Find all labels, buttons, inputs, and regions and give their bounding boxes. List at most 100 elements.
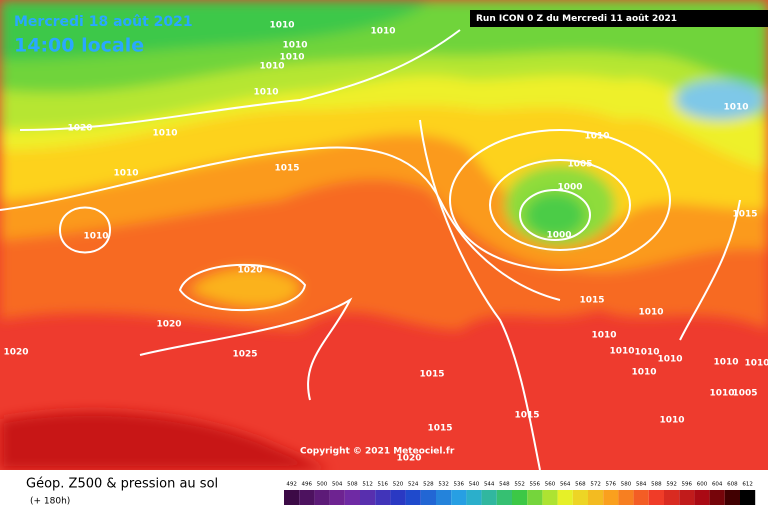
isobar-label: 1010: [657, 355, 682, 365]
scale-swatch: [481, 490, 497, 505]
scale-swatch: [405, 490, 421, 505]
scale-swatch: [709, 490, 725, 505]
scale-label: 520: [393, 482, 404, 488]
scale-swatch: [527, 490, 543, 505]
scale-label: 604: [712, 482, 723, 488]
scale-label: 544: [484, 482, 495, 488]
run-box: [470, 10, 768, 27]
scale-swatch: [390, 490, 406, 505]
scale-label: 524: [408, 482, 419, 488]
scale-swatch: [694, 490, 710, 505]
scale-label: 504: [332, 482, 343, 488]
scale-swatch: [542, 490, 558, 505]
isobar-label: 1010: [634, 348, 659, 358]
scale-label: 596: [682, 482, 693, 488]
scale-label: 528: [423, 482, 434, 488]
scale-swatch: [572, 490, 588, 505]
scale-label: 608: [727, 482, 738, 488]
footer-title: Géop. Z500 & pression au sol: [26, 477, 218, 492]
isobar-label: 1010: [83, 232, 108, 242]
scale-label: 552: [514, 482, 525, 488]
isobar-label: 1020: [3, 348, 28, 358]
isobar-label: 1010: [282, 41, 307, 51]
scale-label: 492: [286, 482, 297, 488]
scale-swatch: [284, 490, 300, 505]
scale-label: 560: [545, 482, 556, 488]
scale-label: 540: [469, 482, 480, 488]
scale-label: 592: [666, 482, 677, 488]
scale-swatch: [679, 490, 695, 505]
scale-label: 588: [651, 482, 662, 488]
isobar-label: 1015: [419, 370, 444, 380]
isobar-label: 1015: [732, 210, 757, 220]
isobar-label: 1010: [713, 358, 738, 368]
scale-label: 568: [575, 482, 586, 488]
scale-label: 508: [347, 482, 358, 488]
forecast-time: 14:00 locale: [14, 35, 144, 57]
scale-label: 576: [606, 482, 617, 488]
isobar-lines: [0, 29, 741, 471]
geopotential-field: [0, 0, 768, 470]
isobar-label: 1020: [237, 266, 262, 276]
scale-swatch: [648, 490, 664, 505]
scale-label: 564: [560, 482, 571, 488]
scale-label: 532: [438, 482, 449, 488]
isobar-label: 1020: [396, 454, 421, 464]
isobar-label: 1010: [631, 368, 656, 378]
scale-label: 572: [590, 482, 601, 488]
scale-label: 600: [697, 482, 708, 488]
forecast-date: Mercredi 18 août 2021: [14, 14, 193, 30]
scale-label: 496: [302, 482, 313, 488]
isobar-label: 1005: [732, 389, 757, 399]
scale-label: 548: [499, 482, 510, 488]
scale-swatch: [420, 490, 436, 505]
scale-swatch: [451, 490, 467, 505]
color-scale: 492 496 500 504 508 512 516 520 524 528 532 536 540 5…: [284, 482, 756, 505]
isobar-label: 1010: [113, 169, 138, 179]
scale-swatch: [724, 490, 740, 505]
isobar-label: 1010: [609, 347, 634, 357]
footer-lead: (+ 180h): [30, 497, 70, 507]
scale-label: 500: [317, 482, 328, 488]
scale-label: 612: [742, 482, 753, 488]
scale-label: 512: [362, 482, 373, 488]
scale-swatch: [603, 490, 619, 505]
scale-label: 556: [530, 482, 541, 488]
scale-swatch: [329, 490, 345, 505]
isobar-label: 1005: [567, 160, 592, 170]
header: Mercredi 18 août 2021 14:00 locale Run I…: [14, 10, 768, 57]
scale-swatch: [466, 490, 482, 505]
scale-swatch: [633, 490, 649, 505]
scale-label: 580: [621, 482, 632, 488]
scale-swatch: [664, 490, 680, 505]
isobar-label: 1010: [584, 132, 609, 142]
scale-swatch: [360, 490, 376, 505]
scale-swatch: [375, 490, 391, 505]
isobar-label: 1010: [638, 308, 663, 318]
isobar-label: 1010: [259, 62, 284, 72]
scale-swatch: [588, 490, 604, 505]
isobar-label: 1010: [269, 21, 294, 31]
isobar-label: 1025: [232, 350, 257, 360]
scale-swatch: [436, 490, 452, 505]
isobar-label: 1015: [514, 411, 539, 421]
scale-swatch: [618, 490, 634, 505]
scale-swatch: [740, 490, 756, 505]
copyright: Copyright © 2021 Meteociel.fr: [300, 447, 455, 457]
scale-label: 516: [378, 482, 389, 488]
isobar-label: 1015: [274, 164, 299, 174]
isobar-label: 1015: [579, 296, 604, 306]
scale-label: 536: [454, 482, 465, 488]
isobar-label: 1015: [427, 424, 452, 434]
isobar-label: 1010: [279, 53, 304, 63]
scale-swatch: [512, 490, 528, 505]
isobar-label: 1010: [723, 103, 748, 113]
isobar-label: 1010: [370, 27, 395, 37]
isobar-label: 1020: [67, 124, 92, 134]
isobar-label: 1010: [591, 331, 616, 341]
scale-label: 584: [636, 482, 647, 488]
isobar-label: 1010: [709, 389, 734, 399]
isobar-label: 1010: [659, 416, 684, 426]
